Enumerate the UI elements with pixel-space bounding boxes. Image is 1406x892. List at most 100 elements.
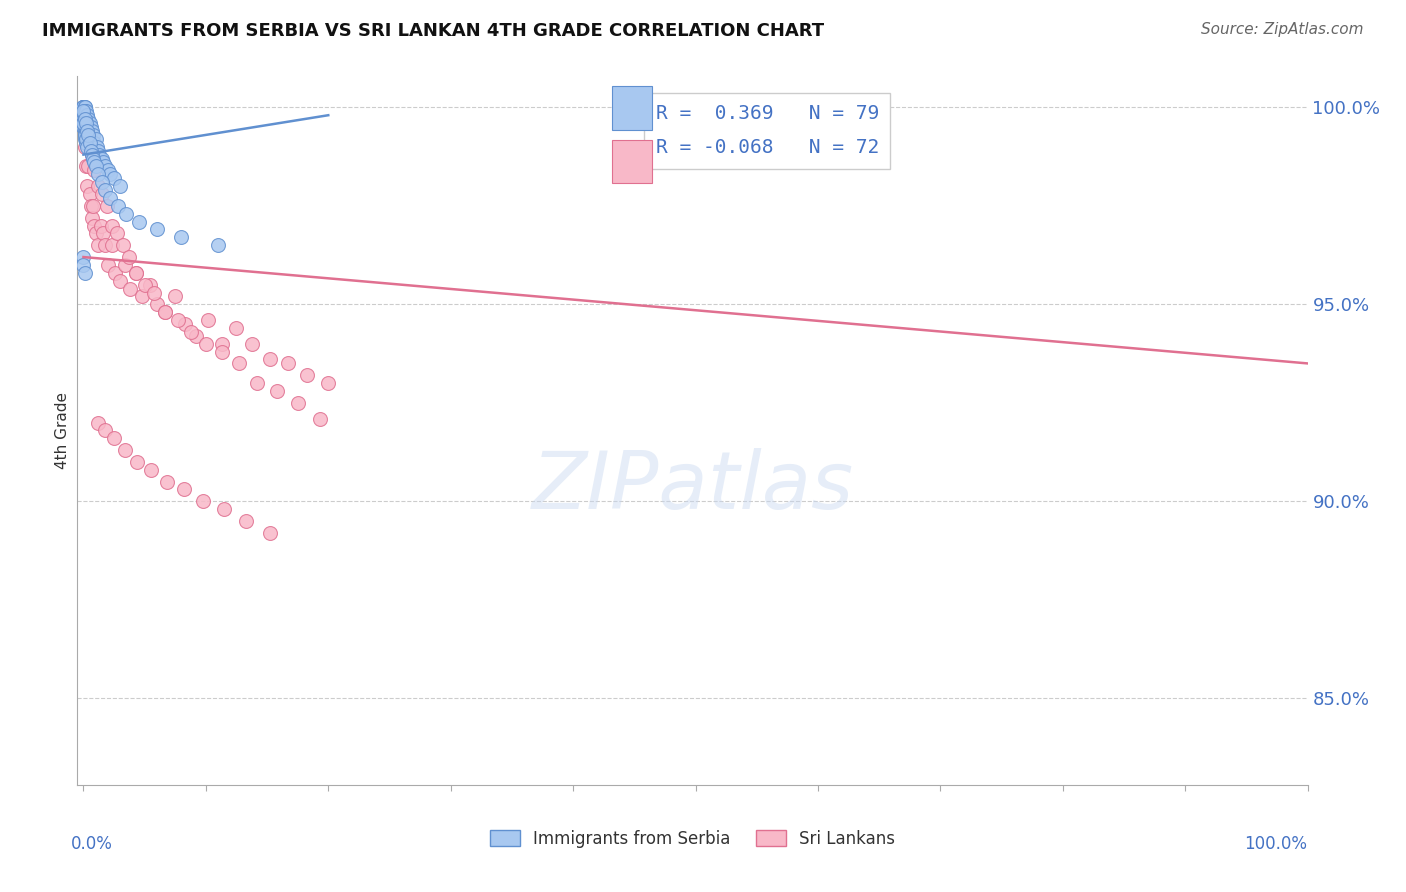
Point [79,132,101,146]
Point [77,112,100,127]
Point [80,147,103,161]
Point [73,124,96,138]
Point [316,376,339,390]
Point [75,124,97,138]
Point [125,266,148,280]
Point [259,352,281,367]
Point [76,139,98,153]
Text: IMMIGRANTS FROM SERBIA VS SRI LANKAN 4TH GRADE CORRELATION CHART: IMMIGRANTS FROM SERBIA VS SRI LANKAN 4TH… [42,22,824,40]
Point [83,163,105,178]
Point [75,116,97,130]
Point [83,155,105,169]
Point [127,455,149,469]
Point [143,285,166,300]
Point [73,116,96,130]
Point [115,207,138,221]
Point [80,132,103,146]
Point [211,344,233,359]
Point [83,136,105,150]
Point [193,494,215,508]
Point [100,191,122,205]
Point [79,136,101,150]
Point [87,144,110,158]
Point [197,313,219,327]
Point [104,266,127,280]
Point [73,266,96,280]
Point [90,152,112,166]
Point [72,250,94,264]
Point [212,502,235,516]
Point [84,227,107,241]
FancyBboxPatch shape [613,87,652,129]
Point [84,132,107,146]
Point [103,431,125,445]
Point [128,214,150,228]
Point [118,281,141,295]
Point [287,396,309,410]
Point [97,163,120,178]
Point [73,112,96,127]
Point [165,289,187,303]
Point [72,108,94,122]
Point [259,525,281,540]
Point [155,305,177,319]
Text: R =  0.369   N = 79
R = -0.068   N = 72: R = 0.369 N = 79 R = -0.068 N = 72 [655,104,879,157]
Point [77,128,100,142]
Point [118,250,141,264]
Point [100,238,122,252]
Point [242,336,264,351]
Point [76,108,98,122]
Point [194,336,217,351]
Point [72,100,94,114]
Point [108,274,131,288]
Point [72,104,94,119]
Text: 100.0%: 100.0% [1244,835,1308,853]
Point [90,186,112,201]
Point [76,116,98,130]
Point [207,238,229,252]
Point [75,160,97,174]
Point [107,199,129,213]
Point [103,171,125,186]
Point [72,100,94,114]
Point [76,132,98,146]
Point [73,132,96,146]
Point [87,238,110,252]
Point [83,219,105,233]
Point [72,120,94,134]
Point [266,384,288,398]
Point [77,120,100,134]
Point [76,116,98,130]
Point [75,136,97,150]
Legend: Immigrants from Serbia, Sri Lankans: Immigrants from Serbia, Sri Lankans [484,823,901,855]
Point [94,423,117,437]
Y-axis label: 4th Grade: 4th Grade [55,392,70,469]
Point [72,112,94,127]
Point [73,128,96,142]
Point [146,222,169,236]
Point [76,179,98,194]
Point [76,124,98,138]
Point [80,211,103,225]
Point [75,128,97,142]
Point [80,120,103,134]
Point [94,238,117,252]
Point [72,116,94,130]
Point [170,230,193,244]
Point [75,104,97,119]
Point [80,199,103,213]
Point [80,144,103,158]
Point [131,289,153,303]
Point [105,227,128,241]
Point [173,483,195,497]
Point [297,368,319,383]
Point [235,514,257,528]
Point [91,155,114,169]
Point [184,328,207,343]
Point [155,305,177,319]
Point [72,100,94,114]
Point [72,100,94,114]
Point [138,277,160,292]
Point [146,297,169,311]
Point [180,325,202,339]
